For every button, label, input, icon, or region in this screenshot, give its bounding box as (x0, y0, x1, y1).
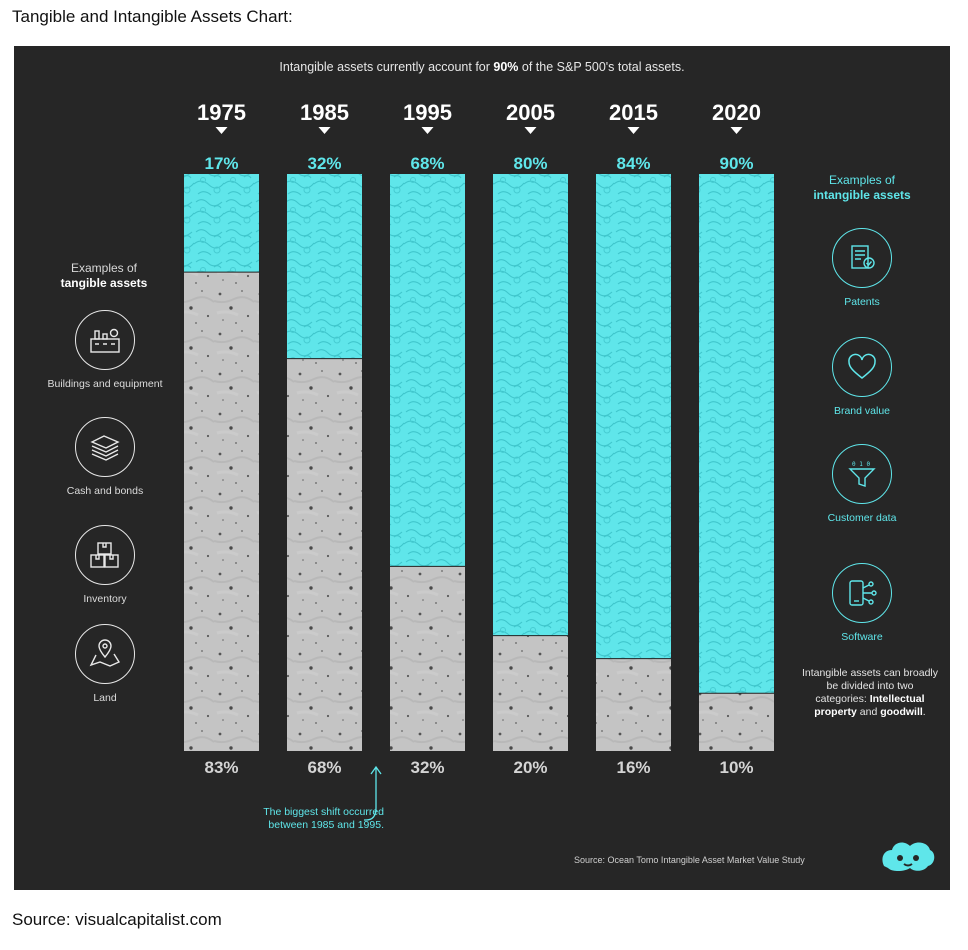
tangible-value-label: 10% (719, 758, 753, 777)
tangible-item-label: Inventory (83, 593, 127, 605)
data-source: Source: Ocean Tomo Intangible Asset Mark… (574, 855, 805, 865)
year-pointer-icon (318, 127, 331, 134)
intangible-bar-segment (287, 174, 362, 359)
shift-arrow-head (370, 765, 382, 775)
note-and: and (856, 706, 881, 718)
svg-text:0 1 0: 0 1 0 (852, 461, 870, 468)
headline-prefix: Intangible assets currently account for (279, 60, 494, 74)
tangible-bar-segment (184, 272, 259, 751)
page-title: Tangible and Intangible Assets Chart: (12, 7, 293, 26)
tangible-item-label: Land (93, 692, 117, 704)
visual-capitalist-logo (882, 842, 935, 871)
intangible-item-label: Patents (844, 296, 880, 308)
map-pin-icon (75, 624, 135, 684)
infographic-panel: Intangible assets currently account for … (14, 46, 950, 890)
intangible-item-label: Software (841, 631, 883, 643)
intangible-bar-segment (596, 174, 671, 659)
intangible-categories-note: Intangible assets can broadly be divided… (800, 667, 940, 719)
tangible-title-line2: tangible assets (60, 276, 148, 290)
intangible-title-line2: intangible assets (813, 188, 911, 202)
year-pointer-icon (627, 127, 640, 134)
tangible-item-buildings: Buildings and equipment (45, 310, 165, 390)
bars-layer: 1975 17% 83% 1985 32% 68% 1995 68% 32% 2005 80% 20%… (184, 100, 774, 777)
cash-icon (75, 417, 135, 477)
year-label: 2015 (609, 100, 658, 125)
year-pointer-icon (421, 127, 434, 134)
tangible-item-label: Cash and bonds (66, 485, 144, 497)
intangible-item-customer-data: 0 1 0 Customer data (802, 444, 922, 524)
shift-note-line1: The biggest shift occurred (263, 806, 384, 818)
page-source: Source: visualcapitalist.com (12, 910, 222, 929)
intangible-value-label: 68% (410, 154, 444, 173)
year-label: 1995 (403, 100, 452, 125)
tangible-value-label: 32% (410, 758, 444, 777)
intangible-value-label: 17% (204, 154, 238, 173)
year-pointer-icon (215, 127, 228, 134)
boxes-icon (75, 525, 135, 585)
certificate-icon (832, 228, 892, 288)
tangible-item-label: Buildings and equipment (47, 378, 163, 390)
year-label: 1985 (300, 100, 349, 125)
intangible-item-software: Software (802, 563, 922, 643)
shift-arrow-line (364, 768, 377, 821)
funnel-icon: 0 1 0 (832, 444, 892, 504)
factory-icon (75, 310, 135, 370)
intangible-title-line1: Examples of (828, 173, 896, 187)
intangible-item-brand: Brand value (802, 337, 922, 417)
note-ip: Intellectual property (814, 693, 925, 718)
tangible-item-cash: Cash and bonds (45, 417, 165, 497)
tangible-bar-segment (596, 658, 671, 751)
headline-highlight: 90% (493, 60, 519, 74)
year-pointer-icon (730, 127, 743, 134)
intangible-bar-segment (699, 174, 774, 694)
headline: Intangible assets currently account for … (14, 60, 950, 74)
intangible-value-label: 80% (513, 154, 547, 173)
intangible-item-label: Brand value (833, 405, 891, 417)
year-label: 2020 (712, 100, 761, 125)
intangible-value-label: 84% (616, 154, 650, 173)
biggest-shift-note: The biggest shift occurred between 1985 … (184, 806, 384, 832)
intangible-examples-title: Examples of intangible assets (802, 173, 922, 203)
tangible-item-inventory: Inventory (45, 525, 165, 605)
intangible-bar-segment (184, 174, 259, 273)
year-label: 1975 (197, 100, 246, 125)
tangible-item-land: Land (45, 624, 165, 704)
tangible-value-label: 20% (513, 758, 547, 777)
intangible-bar-segment (390, 174, 465, 567)
intangible-item-label: Customer data (827, 512, 897, 524)
tangible-value-label: 83% (204, 758, 238, 777)
tangible-bar-segment (493, 635, 568, 751)
tangible-bar-segment (287, 358, 362, 751)
chart-canvas: 1975 17% 83% 1985 32% 68% 1995 68% 32% 2005 80% 20%… (184, 100, 774, 821)
tangible-bar-segment (390, 566, 465, 751)
heart-icon (832, 337, 892, 397)
intangible-item-patents: Patents (802, 228, 922, 308)
note-text: Intangible assets can broadly be divided… (801, 667, 938, 705)
headline-suffix: of the S&P 500's total assets. (518, 60, 685, 74)
shift-note-line2: between 1985 and 1995. (268, 819, 384, 831)
tangible-bar-segment (699, 693, 774, 751)
note-goodwill: goodwill (880, 706, 923, 718)
phone-network-icon (832, 563, 892, 623)
tangible-title-line1: Examples of (70, 261, 138, 275)
year-label: 2005 (506, 100, 555, 125)
tangible-value-label: 16% (616, 758, 650, 777)
year-pointer-icon (524, 127, 537, 134)
intangible-value-label: 90% (719, 154, 753, 173)
intangible-bar-segment (493, 174, 568, 636)
note-period: . (922, 706, 926, 718)
tangible-value-label: 68% (307, 758, 341, 777)
intangible-value-label: 32% (307, 154, 341, 173)
tangible-examples-title: Examples of tangible assets (44, 261, 164, 291)
